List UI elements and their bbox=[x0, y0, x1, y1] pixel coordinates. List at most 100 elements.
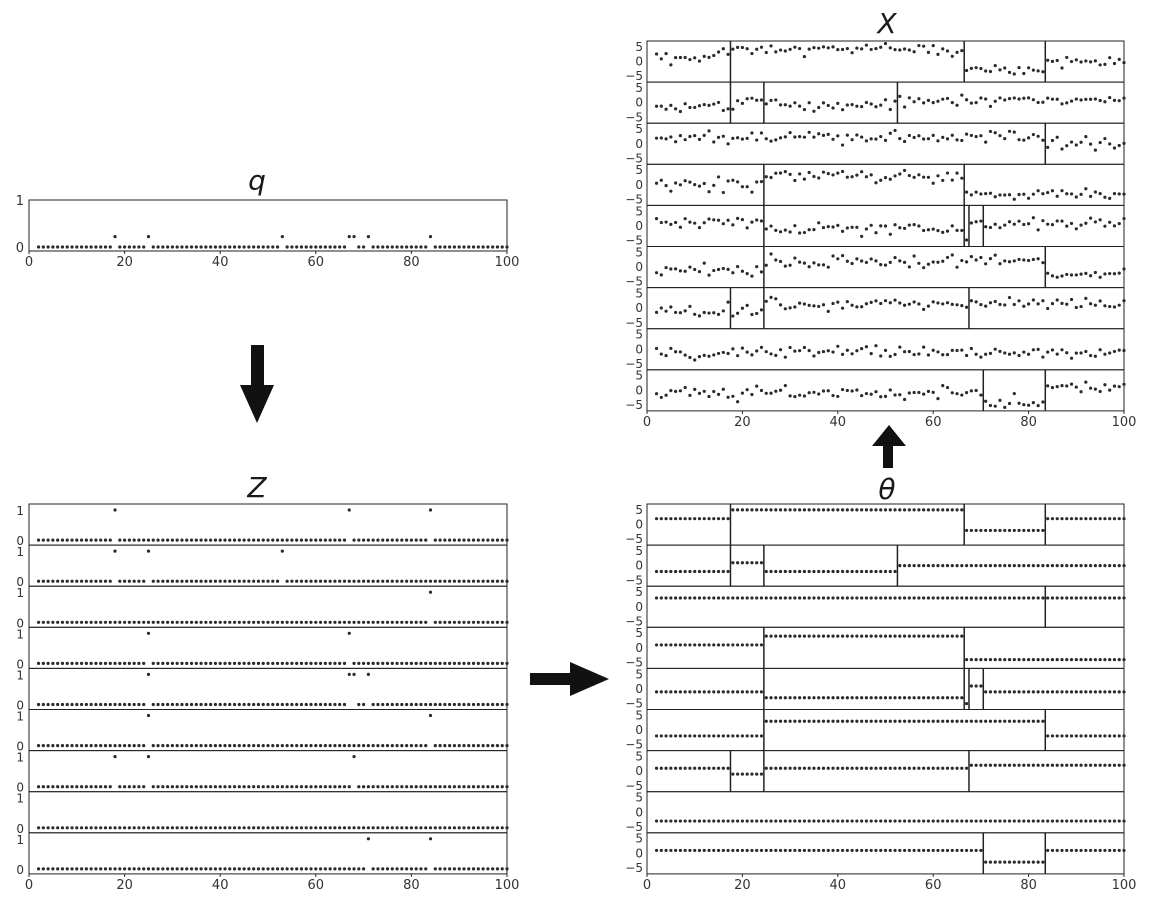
data-point bbox=[993, 763, 997, 767]
data-point bbox=[898, 393, 902, 397]
data-point bbox=[1031, 657, 1035, 662]
data-point bbox=[51, 620, 55, 624]
data-point bbox=[945, 766, 950, 770]
data-point bbox=[893, 696, 897, 700]
data-point bbox=[755, 848, 759, 853]
data-point bbox=[912, 596, 916, 600]
data-point bbox=[988, 819, 993, 823]
data-point bbox=[304, 785, 308, 789]
data-point bbox=[275, 826, 280, 830]
data-point bbox=[467, 867, 471, 871]
data-point bbox=[127, 744, 131, 748]
data-point bbox=[817, 46, 821, 50]
data-point bbox=[759, 690, 764, 694]
data-point bbox=[712, 819, 716, 823]
data-point bbox=[731, 347, 735, 351]
data-point bbox=[783, 103, 787, 107]
data-point bbox=[788, 508, 792, 512]
data-point bbox=[860, 819, 864, 823]
data-point bbox=[659, 136, 663, 140]
data-point bbox=[75, 785, 79, 789]
data-point bbox=[974, 258, 978, 262]
data-point bbox=[1060, 189, 1064, 193]
data-point bbox=[1012, 72, 1016, 76]
data-point bbox=[778, 634, 783, 638]
data-point bbox=[902, 719, 907, 723]
data-point bbox=[481, 579, 485, 583]
data-point bbox=[888, 177, 892, 181]
data-point bbox=[1065, 272, 1069, 277]
data-point bbox=[1122, 348, 1126, 353]
data-point bbox=[664, 52, 668, 56]
data-point bbox=[669, 569, 673, 574]
data-point bbox=[974, 819, 978, 823]
data-point bbox=[481, 826, 485, 830]
data-point bbox=[745, 690, 749, 694]
data-point bbox=[969, 763, 973, 767]
data-point bbox=[855, 596, 859, 600]
data-point bbox=[969, 819, 973, 823]
data-point bbox=[46, 620, 50, 624]
data-point bbox=[36, 620, 41, 624]
data-point bbox=[94, 867, 98, 871]
data-point bbox=[759, 508, 764, 512]
data-point bbox=[988, 403, 993, 408]
data-point bbox=[486, 620, 490, 624]
data-point bbox=[979, 302, 983, 307]
data-point bbox=[678, 389, 682, 393]
data-point bbox=[142, 702, 146, 707]
x-tick-label: 60 bbox=[308, 878, 325, 893]
data-point bbox=[850, 175, 854, 179]
data-point bbox=[428, 785, 433, 789]
data-point bbox=[295, 245, 299, 249]
data-point bbox=[1098, 299, 1102, 303]
data-point bbox=[170, 826, 174, 830]
data-point bbox=[1074, 58, 1078, 62]
data-point bbox=[731, 772, 735, 776]
data-point bbox=[137, 867, 141, 871]
data-point bbox=[783, 696, 787, 700]
data-point bbox=[1017, 401, 1021, 405]
data-point bbox=[759, 45, 764, 49]
data-point bbox=[409, 620, 413, 624]
data-point bbox=[1112, 657, 1117, 662]
data-point bbox=[726, 179, 730, 183]
data-point bbox=[798, 819, 802, 823]
data-point bbox=[869, 848, 873, 853]
data-point bbox=[879, 634, 883, 638]
data-point bbox=[395, 245, 399, 249]
data-point bbox=[443, 826, 447, 830]
data-point bbox=[1055, 517, 1059, 521]
data-point bbox=[840, 306, 845, 310]
data-point bbox=[1036, 257, 1040, 261]
x-tick-label: 0 bbox=[643, 878, 651, 893]
data-point bbox=[175, 826, 179, 830]
data-point bbox=[826, 46, 830, 50]
data-point bbox=[1084, 763, 1088, 767]
data-point bbox=[266, 661, 270, 666]
data-point bbox=[1036, 719, 1040, 723]
data-point bbox=[860, 305, 864, 309]
data-point bbox=[252, 744, 256, 748]
data-point bbox=[678, 311, 682, 315]
data-point bbox=[974, 528, 978, 533]
data-point bbox=[674, 517, 678, 521]
data-point bbox=[1060, 763, 1064, 767]
data-point bbox=[836, 394, 840, 399]
data-point bbox=[357, 785, 361, 789]
data-point bbox=[821, 101, 826, 105]
data-point bbox=[137, 702, 141, 707]
data-point bbox=[793, 508, 797, 512]
data-point bbox=[108, 702, 112, 707]
data-point bbox=[471, 702, 476, 707]
data-point bbox=[936, 596, 940, 600]
data-point bbox=[1098, 517, 1102, 521]
data-point bbox=[371, 867, 375, 871]
data-point bbox=[688, 596, 692, 600]
data-point bbox=[1027, 690, 1031, 694]
data-point bbox=[433, 620, 437, 624]
data-point bbox=[850, 389, 854, 393]
data-point bbox=[1055, 848, 1059, 853]
data-point bbox=[271, 785, 275, 789]
chart-theta: 50−550−550−550−550−550−550−550−550−50 20 4… bbox=[625, 503, 1136, 893]
